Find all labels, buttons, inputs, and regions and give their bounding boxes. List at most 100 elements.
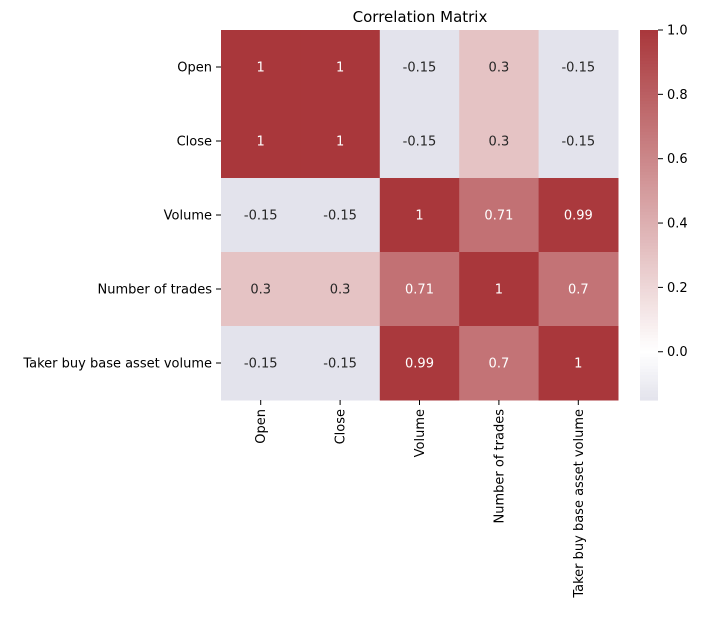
colorbar-segment (640, 396, 658, 401)
cell-annotation: -0.15 (403, 135, 437, 150)
colorbar-segment (640, 387, 658, 392)
colorbar-segment (640, 350, 658, 355)
colorbar-segment (640, 60, 658, 65)
row-label: Close (177, 135, 212, 150)
colorbar-segment (640, 168, 658, 173)
heatmap-cell (379, 178, 460, 253)
colorbar-segment (640, 147, 658, 151)
colorbar-segment (640, 285, 658, 290)
cell-annotation: 0.3 (330, 283, 351, 298)
cell-annotation: 0.3 (250, 283, 271, 298)
colorbar-segment (640, 276, 658, 281)
heatmap-cells (221, 30, 619, 401)
col-label: Close (334, 409, 349, 444)
colorbar-segment (640, 128, 658, 133)
colorbar-segment (640, 153, 658, 158)
colorbar-segment (640, 88, 658, 93)
colorbar-segment (640, 76, 658, 80)
colorbar-segment (640, 381, 658, 386)
colorbar-segment (640, 322, 658, 327)
colorbar-segment (640, 100, 658, 105)
colorbar-segment (640, 104, 658, 108)
row-label: Taker buy base asset volume (22, 357, 212, 372)
cell-annotation: 1 (415, 209, 423, 224)
col-label: Open (254, 409, 269, 444)
colorbar-segment (640, 344, 658, 349)
colorbar-segment (640, 326, 658, 330)
cell-annotation: 1 (336, 135, 344, 150)
colorbar-segment (640, 258, 658, 262)
heatmap-cell (538, 252, 619, 327)
heatmap-cell (379, 104, 460, 179)
heatmap-cell (221, 178, 301, 253)
colorbar-segment (640, 165, 658, 170)
colorbar-segment (640, 255, 658, 259)
colorbar-segment (640, 267, 658, 272)
colorbar-tick-label: 0.2 (667, 281, 688, 296)
colorbar-segment (640, 319, 658, 324)
colorbar-segment (640, 369, 658, 373)
heatmap-cell (221, 252, 301, 327)
colorbar-segment (640, 239, 658, 244)
colorbar-tick-label: 0.6 (667, 152, 688, 167)
colorbar-segment (640, 341, 658, 346)
cell-annotation: -0.15 (561, 61, 595, 76)
colorbar-segment (640, 141, 658, 145)
colorbar-segment (640, 242, 658, 247)
colorbar-segment (640, 295, 658, 299)
cell-annotation: 0.3 (489, 61, 510, 76)
colorbar-segment (640, 159, 658, 164)
colorbar-segment (640, 171, 658, 176)
colorbar-segment (640, 390, 658, 395)
cell-annotation: 0.7 (568, 283, 589, 298)
colorbar-segment (640, 45, 658, 50)
colorbar-segment (640, 73, 658, 77)
heatmap-cell (538, 326, 619, 401)
colorbar-segment (640, 356, 658, 361)
colorbar-segment (640, 42, 658, 47)
heatmap-cell (379, 326, 460, 401)
colorbar-segment (640, 211, 658, 216)
cell-annotation: -0.15 (323, 357, 357, 372)
colorbar-segment (640, 261, 658, 265)
colorbar-segment (640, 110, 658, 114)
heatmap-cell (379, 252, 460, 327)
colorbar-segment (640, 378, 658, 383)
colorbar-segment (640, 316, 658, 321)
heatmap-cell (221, 104, 301, 179)
colorbar-segment (640, 224, 658, 228)
cell-annotation: 1 (336, 61, 344, 76)
cell-annotation: -0.15 (561, 135, 595, 150)
cell-annotation: 0.7 (489, 357, 510, 372)
colorbar-segment (640, 289, 658, 293)
colorbar-segment (640, 248, 658, 253)
row-label: Volume (164, 209, 212, 224)
colorbar-tick-label: 0.8 (667, 88, 688, 103)
colorbar-segment (640, 94, 658, 99)
colorbar-segment (640, 36, 658, 40)
colorbar-segment (640, 162, 658, 167)
colorbar-segment (640, 233, 658, 238)
colorbar-segment (640, 144, 658, 148)
colorbar-segment (640, 307, 658, 312)
colorbar-segment (640, 70, 658, 74)
cell-annotation: 1 (257, 61, 265, 76)
colorbar-segment (640, 208, 658, 213)
colorbar-segment (640, 205, 658, 210)
cell-annotation: -0.15 (323, 209, 357, 224)
colorbar-segment (640, 236, 658, 241)
cell-annotation: 0.99 (564, 209, 593, 224)
colorbar-segment (640, 264, 658, 269)
colorbar-segment (640, 156, 658, 161)
colorbar-segment (640, 202, 658, 207)
colorbar-segment (640, 97, 658, 102)
colorbar-segment (640, 329, 658, 333)
colorbar-segment (640, 359, 658, 364)
colorbar-segment (640, 82, 658, 87)
row-label: Open (177, 61, 212, 76)
colorbar-segment (640, 57, 658, 62)
colorbar-segment (640, 375, 658, 380)
heatmap-cell (459, 104, 540, 179)
colorbar-segment (640, 221, 658, 225)
